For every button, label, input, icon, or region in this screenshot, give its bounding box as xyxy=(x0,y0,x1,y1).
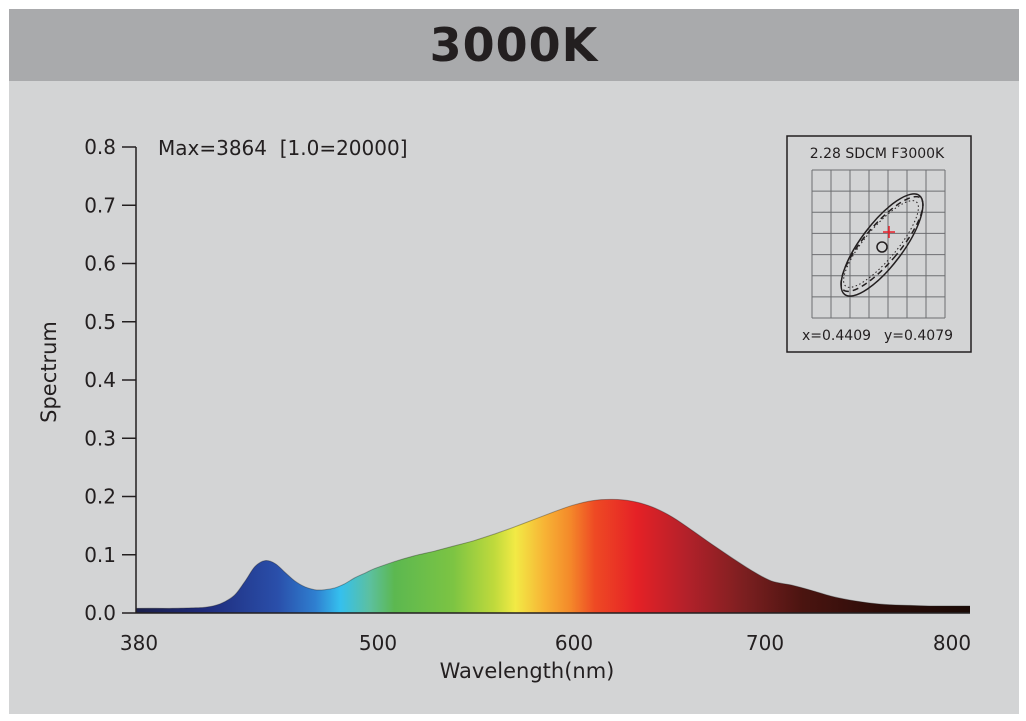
chart-title: 3000K xyxy=(429,18,599,72)
y-tick-label: 0.2 xyxy=(84,485,116,509)
x-tick-label: 380 xyxy=(120,631,158,655)
outer-dashed-ellipse xyxy=(840,195,924,293)
spectrum-outline xyxy=(135,498,970,609)
y-tick-label: 0.4 xyxy=(84,368,116,392)
y-axis-title: Spectrum xyxy=(37,321,61,423)
x-tick-label: 600 xyxy=(555,631,593,655)
spectrum-area xyxy=(136,499,970,613)
solid-ellipse xyxy=(840,193,924,297)
y-ticks: 0.8 0.7 0.6 0.5 0.4 0.3 0.2 0.1 0.0 xyxy=(84,135,136,625)
dotted-ellipse xyxy=(843,200,919,288)
y-tick-label: 0.3 xyxy=(84,426,116,450)
y-tick-label: 0.8 xyxy=(84,135,116,159)
y-tick-label: 0.0 xyxy=(84,601,116,625)
y-tick-label: 0.7 xyxy=(84,193,116,217)
inset-title: 2.28 SDCM F3000K xyxy=(810,146,945,162)
y-tick-label: 0.6 xyxy=(84,252,116,276)
x-tick-label: 700 xyxy=(746,631,784,655)
inset-x-value: x=0.4409 xyxy=(802,328,871,344)
x-tick-label: 800 xyxy=(933,631,971,655)
max-annotation: Max=3864 [1.0=20000] xyxy=(158,136,408,160)
inset-y-value: y=0.4079 xyxy=(884,328,953,344)
header-bar: 3000K xyxy=(9,9,1019,81)
target-point-circle xyxy=(876,241,888,253)
measured-point-cross xyxy=(883,226,895,238)
y-tick-label: 0.5 xyxy=(84,310,116,334)
inset-border xyxy=(786,135,972,353)
x-tick-label: 500 xyxy=(359,631,397,655)
chromaticity-inset: 2.28 SDCM F3000K x=0.4409 y=0.4079 xyxy=(786,135,972,353)
x-axis-title: Wavelength(nm) xyxy=(440,659,615,683)
y-tick-label: 0.1 xyxy=(84,543,116,567)
x-ticks: 380 500 600 700 800 xyxy=(120,631,971,655)
